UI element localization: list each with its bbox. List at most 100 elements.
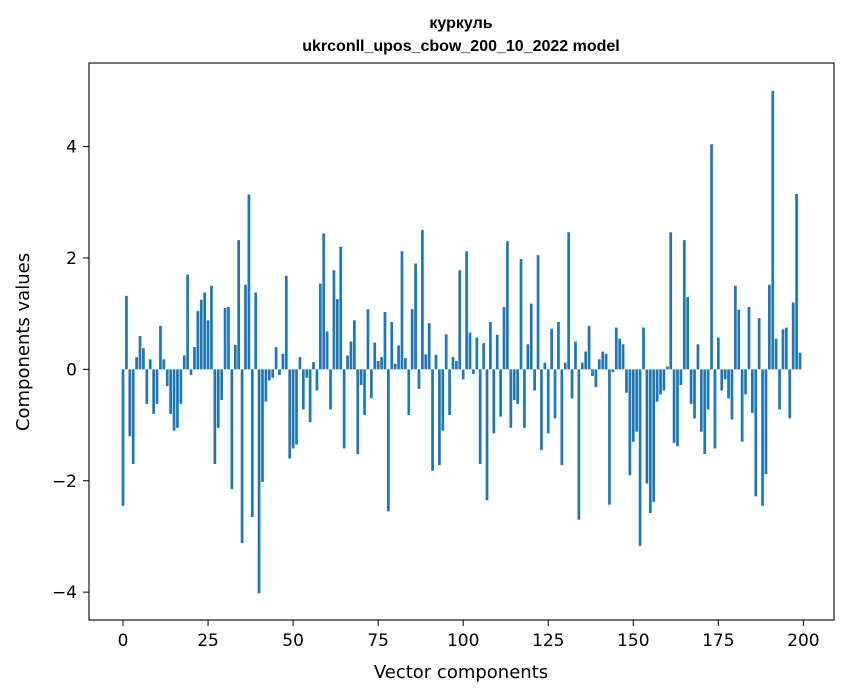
bar xyxy=(250,369,254,517)
bar xyxy=(754,369,758,497)
bar xyxy=(740,369,744,442)
bar xyxy=(523,369,526,428)
bar xyxy=(778,369,781,410)
bar xyxy=(577,369,581,520)
bar xyxy=(591,369,594,377)
bar xyxy=(131,369,135,465)
bar xyxy=(526,344,530,370)
y-tick-label: 0 xyxy=(66,360,77,380)
bar xyxy=(312,362,315,370)
bar xyxy=(495,334,499,370)
y-tick-label: 2 xyxy=(66,249,77,269)
bar xyxy=(533,369,536,391)
bar xyxy=(162,359,166,370)
bar xyxy=(148,359,152,370)
bar xyxy=(560,369,564,466)
bar xyxy=(332,270,336,370)
bar xyxy=(618,338,622,370)
bar xyxy=(342,369,346,449)
bar xyxy=(771,90,775,370)
bar xyxy=(594,369,598,388)
bar xyxy=(723,369,727,380)
bar xyxy=(475,337,479,370)
bar xyxy=(689,369,693,404)
bar xyxy=(567,232,571,370)
bar xyxy=(373,342,377,370)
bar xyxy=(121,369,125,506)
bar xyxy=(587,325,591,370)
bar xyxy=(645,369,649,484)
bar xyxy=(417,369,421,389)
x-tick-label: 125 xyxy=(532,631,564,651)
bar xyxy=(281,353,285,370)
bar xyxy=(315,369,319,391)
bar xyxy=(713,369,717,449)
bar xyxy=(601,351,605,370)
bar xyxy=(288,369,292,459)
bar xyxy=(444,334,448,370)
bar xyxy=(237,240,241,370)
bar xyxy=(424,354,428,370)
bar xyxy=(669,232,673,370)
bar xyxy=(774,338,778,370)
bar xyxy=(506,241,509,370)
bar xyxy=(465,251,468,370)
bar xyxy=(380,357,383,370)
bar xyxy=(516,369,519,404)
bar xyxy=(795,193,798,370)
bar xyxy=(393,363,397,370)
bar xyxy=(785,327,788,370)
bar xyxy=(271,369,275,378)
bar xyxy=(642,327,645,370)
bar xyxy=(261,369,264,482)
bar xyxy=(431,369,434,471)
bar xyxy=(383,311,387,370)
bar xyxy=(404,358,407,370)
bar xyxy=(257,369,261,594)
bar xyxy=(434,354,438,370)
bar xyxy=(186,274,190,370)
bar xyxy=(159,325,162,370)
bar xyxy=(557,322,560,370)
bar xyxy=(339,246,343,370)
bar xyxy=(472,369,475,374)
bar xyxy=(441,369,445,431)
bar xyxy=(761,369,764,506)
bar xyxy=(155,369,159,404)
bar xyxy=(570,369,574,399)
bar xyxy=(768,284,771,370)
bar xyxy=(597,359,601,370)
bar xyxy=(628,369,632,476)
bar xyxy=(305,369,309,378)
x-tick-label: 200 xyxy=(787,631,819,651)
bar xyxy=(788,369,792,419)
bar xyxy=(369,369,373,399)
bar xyxy=(451,357,455,370)
bar xyxy=(223,308,227,370)
bar xyxy=(492,369,496,434)
bar xyxy=(227,306,230,370)
bar xyxy=(584,351,588,370)
y-tick-label: −2 xyxy=(52,472,77,492)
bar xyxy=(764,369,768,475)
bar xyxy=(359,369,363,385)
bar xyxy=(611,369,615,373)
bar xyxy=(455,361,458,370)
bar xyxy=(540,369,543,451)
bar xyxy=(165,369,169,387)
bar xyxy=(206,320,210,370)
bar xyxy=(179,369,183,404)
bar xyxy=(550,328,554,370)
bar xyxy=(751,369,754,413)
bar xyxy=(543,362,547,370)
bar xyxy=(676,369,679,447)
bar xyxy=(176,369,179,428)
bar xyxy=(199,299,203,370)
bar xyxy=(499,369,502,417)
bar xyxy=(737,309,741,370)
bar xyxy=(696,344,700,370)
bar xyxy=(240,369,244,544)
bar xyxy=(757,318,761,370)
x-tick-label: 175 xyxy=(702,631,734,651)
bar xyxy=(635,369,639,432)
